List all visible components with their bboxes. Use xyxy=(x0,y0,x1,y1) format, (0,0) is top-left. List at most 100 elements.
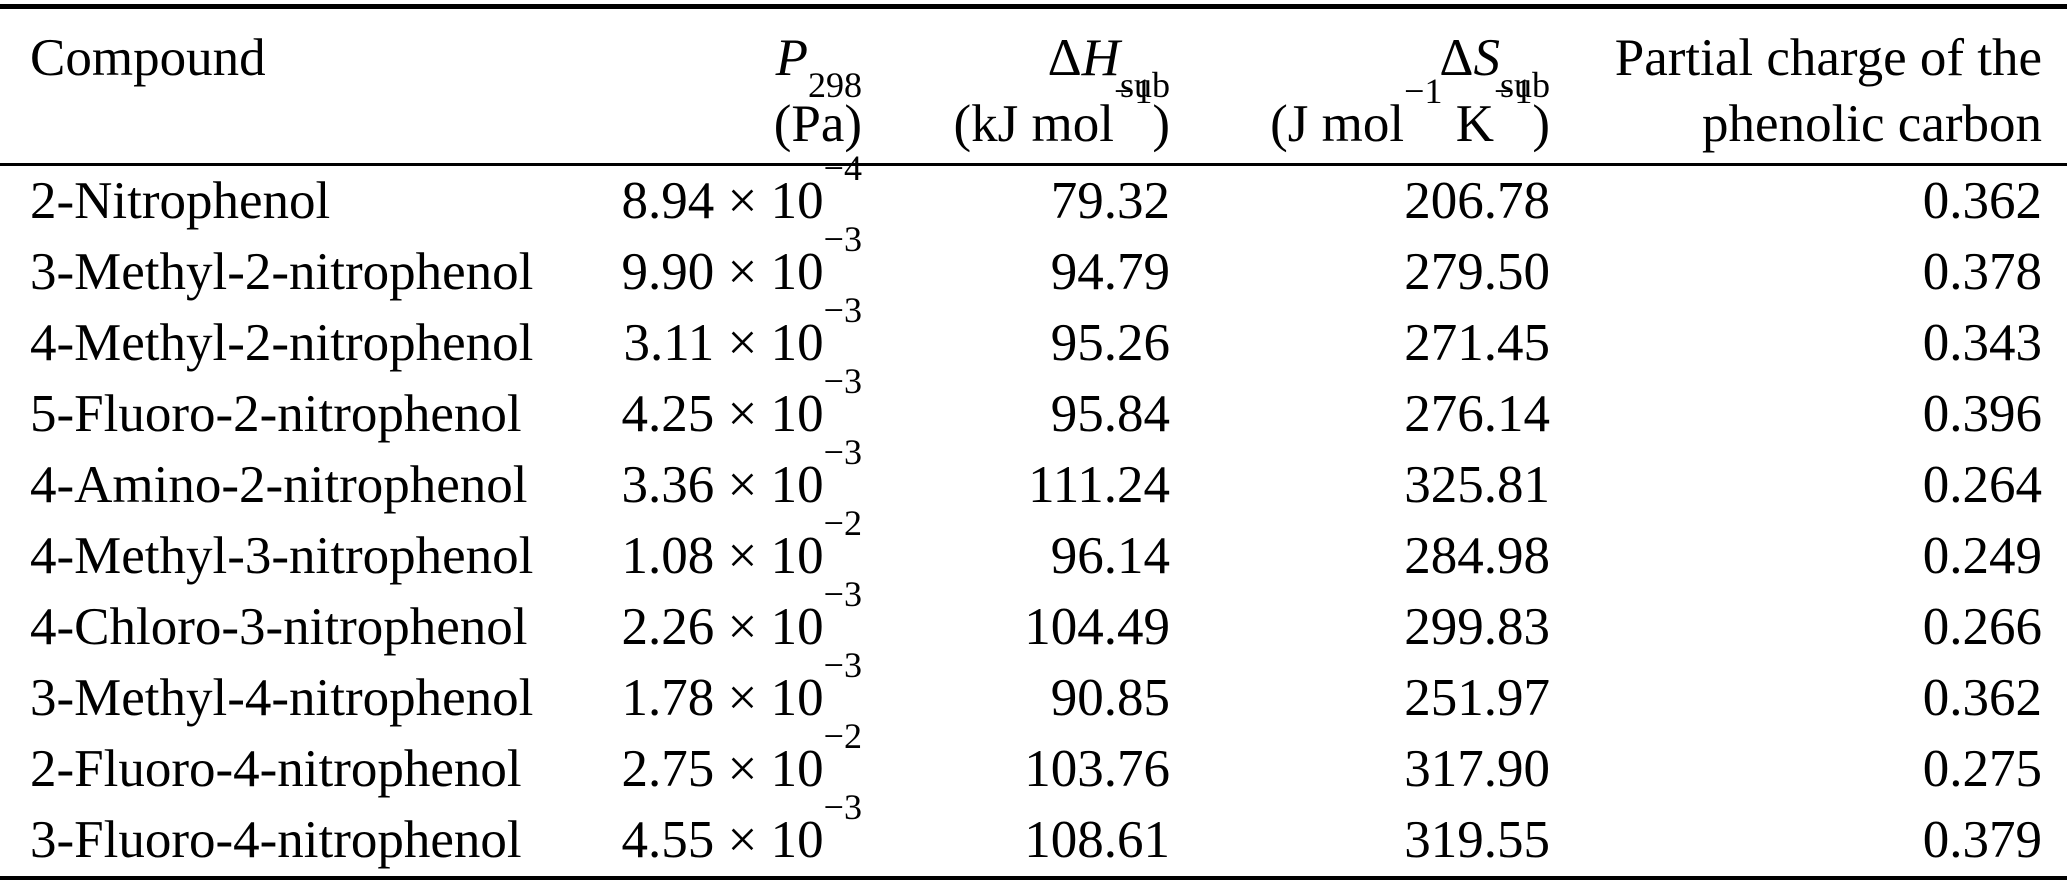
header-charge-line1: Partial charge of the xyxy=(1614,29,2042,87)
cell-ds-sub: 271.45 xyxy=(1404,314,1550,372)
cell-p298: 2.75 × 10−2 xyxy=(610,718,862,805)
cell-p298: 3.11 × 10−3 xyxy=(610,292,862,379)
cell-dh-sub: 90.85 xyxy=(1050,669,1170,727)
table-body: 2-Nitrophenol 8.94 × 10−4 79.32 206.78 0… xyxy=(0,150,2067,879)
p-value-exponent: −2 xyxy=(823,502,862,543)
cell-partial-charge: 0.343 xyxy=(1922,314,2042,372)
table-row: 4-Chloro-3-nitrophenol 2.26 × 10−3 104.4… xyxy=(0,576,2067,663)
cell-dh-sub: 95.26 xyxy=(1050,314,1170,372)
cell-p298: 3.36 × 10−3 xyxy=(610,434,862,521)
delta-glyph: Δ xyxy=(1439,29,1474,87)
cell-dh-sub: 96.14 xyxy=(1050,527,1170,585)
table-header: Compound P298 (Pa) ΔHsub (kJ mol−1) ΔSsu… xyxy=(0,6,2067,166)
cell-p298: 4.55 × 10−3 xyxy=(610,789,862,878)
table-row: 4-Methyl-3-nitrophenol 1.08 × 10−2 96.14… xyxy=(0,505,2067,592)
cell-p298: 1.08 × 10−2 xyxy=(610,505,862,592)
p-subscript: 298 xyxy=(807,64,862,105)
cell-dh-sub: 79.32 xyxy=(1050,172,1170,230)
delta-glyph: Δ xyxy=(1047,29,1082,87)
cell-partial-charge: 0.379 xyxy=(1922,811,2042,869)
p-value-exponent: −3 xyxy=(823,573,862,614)
cell-partial-charge: 0.266 xyxy=(1922,598,2042,656)
dh-unit-exponent: −1 xyxy=(1114,70,1153,111)
p-value-base: 3.36 × 10 xyxy=(621,456,824,514)
h-symbol: H xyxy=(1081,29,1120,87)
header-row: Compound P298 (Pa) ΔHsub (kJ mol−1) ΔSsu… xyxy=(0,6,2067,166)
cell-p298: 2.26 × 10−3 xyxy=(610,576,862,663)
cell-partial-charge: 0.275 xyxy=(1922,740,2042,798)
cell-ds-sub: 299.83 xyxy=(1404,598,1550,656)
ds-unit-pre: (J mol xyxy=(1270,95,1405,153)
p-value-exponent: −3 xyxy=(823,360,862,401)
cell-compound: 2-Fluoro-4-nitrophenol xyxy=(30,740,522,798)
cell-ds-sub: 319.55 xyxy=(1404,811,1550,869)
cell-compound: 4-Methyl-3-nitrophenol xyxy=(30,527,534,585)
cell-ds-sub: 325.81 xyxy=(1404,456,1550,514)
s-subscript: sub xyxy=(1499,64,1550,105)
col-header-p298: P298 (Pa) xyxy=(610,6,862,166)
ds-unit-mid: K xyxy=(1442,95,1494,153)
ds-unit-exponent-1: −1 xyxy=(1404,70,1443,111)
p-value-base: 4.55 × 10 xyxy=(621,811,824,869)
table-row: 4-Amino-2-nitrophenol 3.36 × 10−3 111.24… xyxy=(0,434,2067,521)
header-ds-unit: (J mol−1 K−1) xyxy=(1170,73,1550,155)
cell-compound: 4-Methyl-2-nitrophenol xyxy=(30,314,534,372)
p-value-base: 1.08 × 10 xyxy=(621,527,824,585)
table-row: 2-Nitrophenol 8.94 × 10−4 79.32 206.78 0… xyxy=(0,150,2067,238)
ds-unit-exponent-2: −1 xyxy=(1494,70,1533,111)
p-value-base: 1.78 × 10 xyxy=(621,669,824,727)
header-charge-line2: phenolic carbon xyxy=(1702,95,2042,153)
cell-partial-charge: 0.264 xyxy=(1922,456,2042,514)
s-symbol: S xyxy=(1473,29,1500,87)
cell-partial-charge: 0.396 xyxy=(1922,385,2042,443)
cell-dh-sub: 94.79 xyxy=(1050,243,1170,301)
header-p298-unit: (Pa) xyxy=(773,95,862,153)
p-symbol: P xyxy=(775,29,808,87)
cell-partial-charge: 0.362 xyxy=(1922,669,2042,727)
cell-p298: 8.94 × 10−4 xyxy=(610,150,862,238)
header-ds-symbol: ΔSsub xyxy=(1170,23,1550,103)
table-row: 3-Methyl-2-nitrophenol 9.90 × 10−3 94.79… xyxy=(0,221,2067,308)
cell-dh-sub: 95.84 xyxy=(1050,385,1170,443)
cell-partial-charge: 0.378 xyxy=(1922,243,2042,301)
cell-p298: 4.25 × 10−3 xyxy=(610,363,862,450)
dh-unit-post: ) xyxy=(1152,95,1170,153)
p-value-base: 3.11 × 10 xyxy=(623,314,824,372)
cell-compound: 5-Fluoro-2-nitrophenol xyxy=(30,385,522,443)
table-row: 4-Methyl-2-nitrophenol 3.11 × 10−3 95.26… xyxy=(0,292,2067,379)
col-header-dh-sub: ΔHsub (kJ mol−1) xyxy=(862,6,1170,166)
p-value-base: 2.26 × 10 xyxy=(621,598,824,656)
cell-partial-charge: 0.249 xyxy=(1922,527,2042,585)
cell-partial-charge: 0.362 xyxy=(1922,172,2042,230)
p-value-base: 8.94 × 10 xyxy=(621,172,824,230)
p-value-exponent: −3 xyxy=(823,431,862,472)
p-value-exponent: −3 xyxy=(823,644,862,685)
cell-ds-sub: 279.50 xyxy=(1404,243,1550,301)
cell-ds-sub: 317.90 xyxy=(1404,740,1550,798)
cell-compound: 2-Nitrophenol xyxy=(30,172,331,230)
p-value-exponent: −2 xyxy=(823,715,862,756)
header-dh-unit: (kJ mol−1) xyxy=(862,73,1170,155)
col-header-ds-sub: ΔSsub (J mol−1 K−1) xyxy=(1170,6,1550,166)
table-row: 3-Fluoro-4-nitrophenol 4.55 × 10−3 108.6… xyxy=(0,789,2067,878)
cell-dh-sub: 111.24 xyxy=(1028,456,1170,514)
col-header-partial-charge: Partial charge of the phenolic carbon xyxy=(1550,6,2067,166)
cell-compound: 3-Fluoro-4-nitrophenol xyxy=(30,811,522,869)
p-value-base: 2.75 × 10 xyxy=(621,740,824,798)
p-value-exponent: −3 xyxy=(823,289,862,330)
cell-ds-sub: 251.97 xyxy=(1404,669,1550,727)
table-row: 3-Methyl-4-nitrophenol 1.78 × 10−3 90.85… xyxy=(0,647,2067,734)
table-row: 2-Fluoro-4-nitrophenol 2.75 × 10−2 103.7… xyxy=(0,718,2067,805)
table-row: 5-Fluoro-2-nitrophenol 4.25 × 10−3 95.84… xyxy=(0,363,2067,450)
h-subscript: sub xyxy=(1119,64,1170,105)
header-dh-symbol: ΔHsub xyxy=(862,23,1170,103)
p-value-exponent: −4 xyxy=(823,147,862,188)
cell-p298: 9.90 × 10−3 xyxy=(610,221,862,308)
p-value-exponent: −3 xyxy=(823,786,862,827)
cell-dh-sub: 108.61 xyxy=(1024,811,1170,869)
dh-unit-pre: (kJ mol xyxy=(953,95,1114,153)
cell-compound: 3-Methyl-4-nitrophenol xyxy=(30,669,534,727)
cell-compound: 4-Chloro-3-nitrophenol xyxy=(30,598,528,656)
cell-p298: 1.78 × 10−3 xyxy=(610,647,862,734)
